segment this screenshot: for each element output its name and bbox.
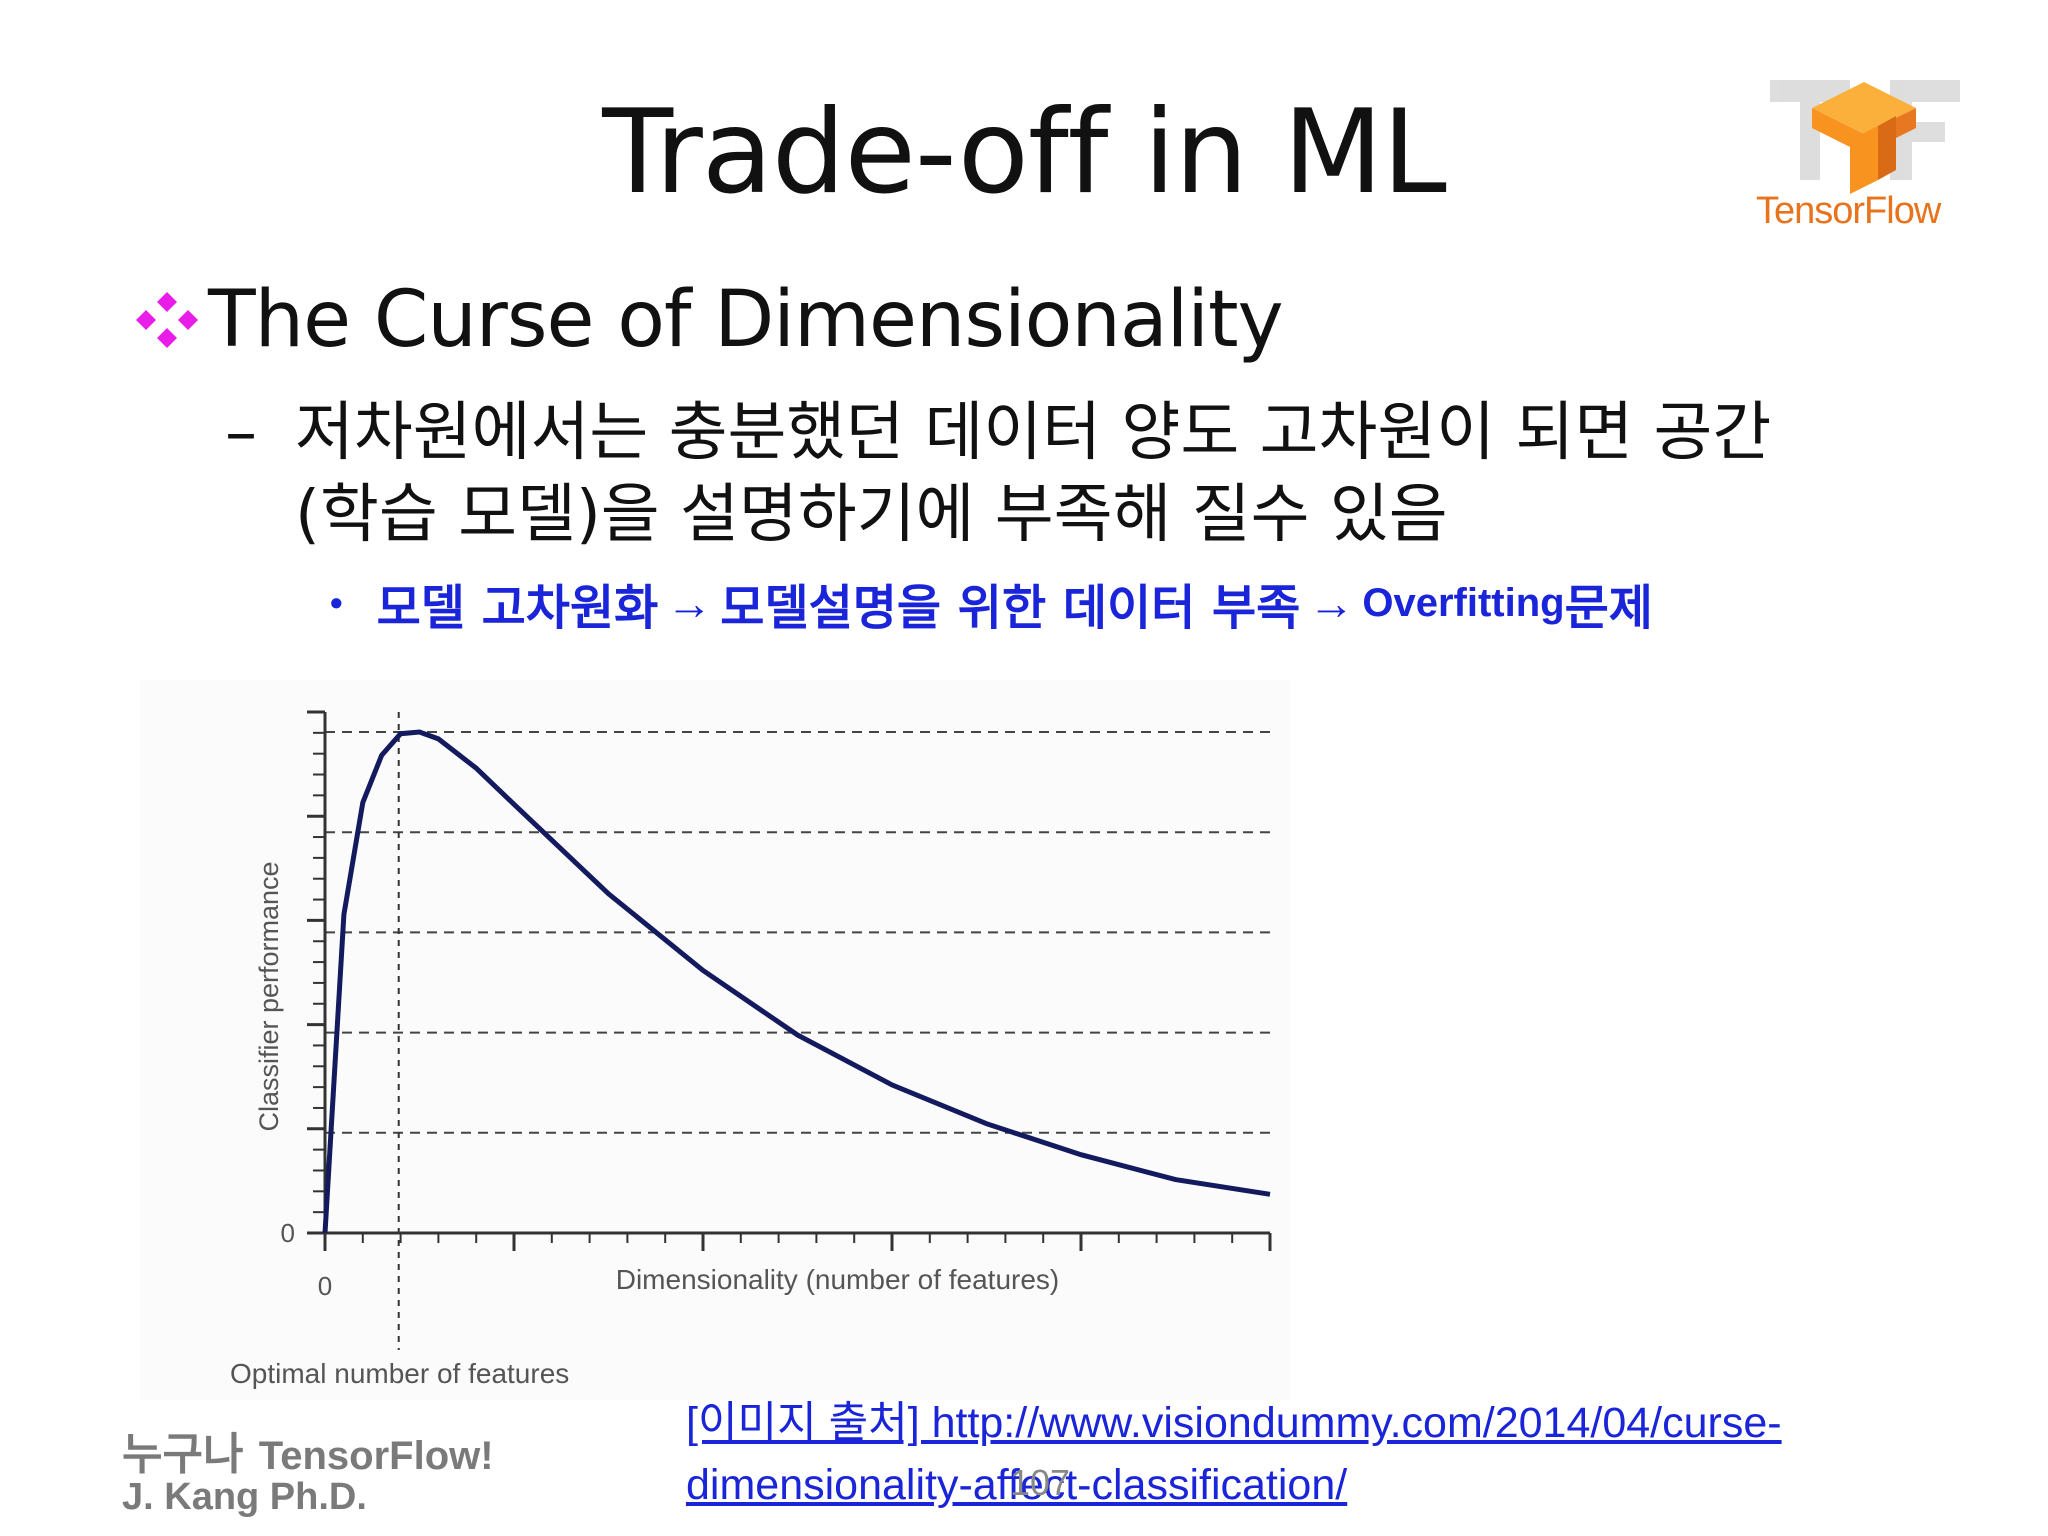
slide-title: Trade-off in ML [602, 85, 1446, 220]
footer-brand: 누구나 TensorFlow! [122, 1418, 494, 1482]
highlight-part-4: 문제 [1564, 580, 1653, 636]
tensorflow-logo-icon [1770, 80, 1960, 194]
chart-ticks [307, 710, 1272, 1251]
image-source-link[interactable]: [이미지 출처] http://www.visiondummy.com/2014… [686, 1399, 1782, 1509]
tensorflow-logo-text: TensorFlow [1756, 190, 1941, 232]
bullet-dot: • [330, 582, 343, 623]
footer-brand-korean: 누구나 [122, 1429, 244, 1480]
footer-brand-tensorflow: TensorFlow! [258, 1434, 494, 1478]
highlight-part-2: 모델설명을 위한 데이터 부족 [720, 580, 1301, 636]
page-number: 107 [1010, 1462, 1071, 1503]
y-tick-label-0: 0 [281, 1218, 295, 1248]
dimensionality-chart: Classifier performance Dimensionality (n… [140, 680, 1290, 1400]
highlight-bullet: • 모델 고차원화 → 모델설명을 위한 데이터 부족 → Overfittin… [330, 568, 1653, 638]
highlight-part-1: 모델 고차원화 [376, 580, 659, 636]
right-arrow-icon: → [666, 577, 713, 629]
chart-grid [325, 731, 1270, 1134]
chart-background [140, 680, 1290, 1400]
sub-bullet-text: 저차원에서는 충분했던 데이터 양도 고차원이 되면 공간(학습 모델)을 설명… [295, 396, 1772, 552]
right-arrow-icon: → [1308, 577, 1355, 629]
x-axis-label: Dimensionality (number of features) [616, 1264, 1060, 1295]
diamond-bullet-icon [136, 292, 198, 348]
dash-marker: – [225, 396, 257, 470]
highlight-part-3: Overfitting [1362, 580, 1565, 625]
y-axis-label: Classifier performance [254, 861, 284, 1131]
tensorflow-logo: TensorFlow [1740, 60, 1980, 240]
footer-author: J. Kang Ph.D. [122, 1476, 367, 1518]
performance-curve [322, 729, 1271, 1234]
bullet-text: The Curse of Dimensionality [208, 275, 1284, 365]
x-tick-label-0: 0 [318, 1271, 332, 1301]
optimal-features-annotation: Optimal number of features [230, 1358, 569, 1389]
bullet-curse-of-dimensionality: The Curse of Dimensionality [132, 275, 1284, 365]
